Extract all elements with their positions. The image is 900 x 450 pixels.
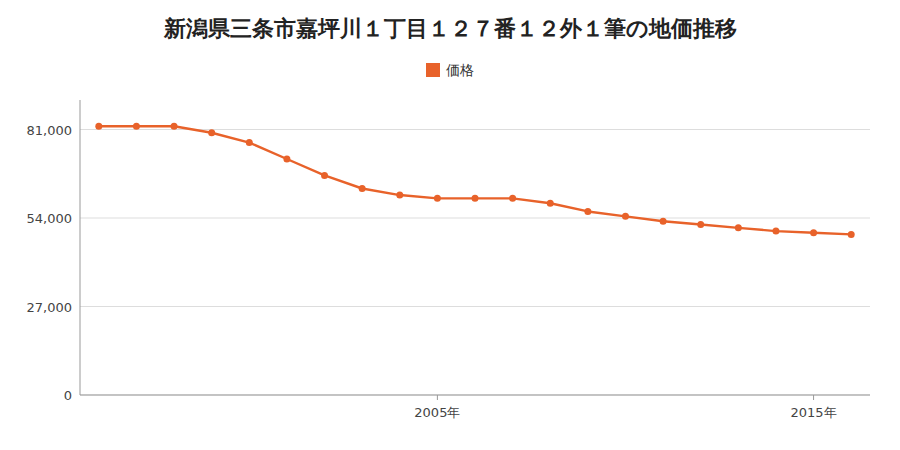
legend-label: 価格 xyxy=(446,62,474,78)
plot-area xyxy=(95,123,854,238)
point xyxy=(95,123,102,130)
grid-line xyxy=(80,306,870,307)
point xyxy=(283,156,290,163)
point xyxy=(396,192,403,199)
point xyxy=(472,195,479,202)
point xyxy=(772,228,779,235)
point xyxy=(246,139,253,146)
x-tick xyxy=(437,395,438,400)
point xyxy=(810,229,817,236)
legend-item: 価格 xyxy=(426,62,474,78)
legend-swatch xyxy=(426,63,440,77)
point xyxy=(359,185,366,192)
grid-line xyxy=(80,395,870,396)
x-tick xyxy=(813,395,814,400)
point xyxy=(321,172,328,179)
title: 新潟県三条市嘉坪川１丁目１２７番１２外１筆の地価推移 xyxy=(163,16,737,41)
y-grid xyxy=(80,130,870,396)
point xyxy=(622,213,629,220)
point xyxy=(171,123,178,130)
x-tick-label: 2005年 xyxy=(414,405,460,420)
point xyxy=(208,129,215,136)
y-tick-label: 0 xyxy=(64,388,72,403)
point xyxy=(697,221,704,228)
point xyxy=(735,224,742,231)
x-tick-label: 2015年 xyxy=(791,405,837,420)
y-tick-label: 27,000 xyxy=(27,300,73,315)
x-axis-line xyxy=(80,395,870,396)
line xyxy=(99,126,851,234)
background xyxy=(0,0,900,450)
chart: 新潟県三条市嘉坪川１丁目１２７番１２外１筆の地価推移 0 27,000 54,000 8… xyxy=(0,0,900,450)
point xyxy=(660,218,667,225)
legend: 価格 xyxy=(426,62,474,78)
y-tick-label: 81,000 xyxy=(27,123,73,138)
point xyxy=(547,200,554,207)
point xyxy=(434,195,441,202)
point xyxy=(133,123,140,130)
grid-line xyxy=(80,218,870,219)
y-tick-label: 54,000 xyxy=(27,211,73,226)
point xyxy=(584,208,591,215)
point xyxy=(848,231,855,238)
chart-container: 新潟県三条市嘉坪川１丁目１２７番１２外１筆の地価推移 0 27,000 54,000 8… xyxy=(0,0,900,450)
point xyxy=(509,195,516,202)
y-axis-line xyxy=(80,100,81,395)
